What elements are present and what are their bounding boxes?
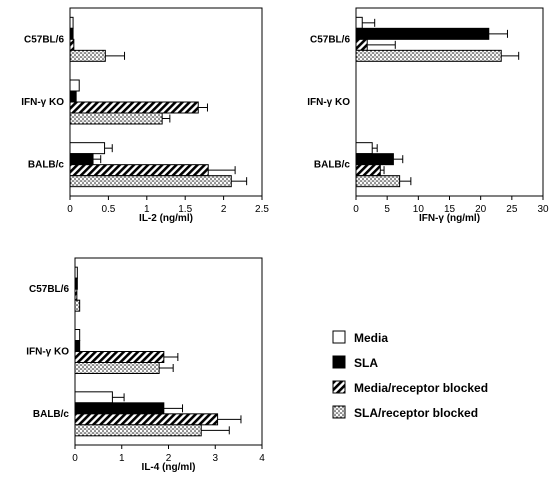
category-label: IFN-γ KO — [21, 97, 64, 108]
bar-media-blocked — [74, 351, 165, 363]
x-tick-label: 10 — [413, 204, 425, 215]
bar-sla — [74, 277, 78, 290]
x-tick-label: 30 — [537, 204, 549, 215]
x-tick-label: 0 — [353, 204, 359, 215]
bar-sla-blocked — [69, 49, 106, 62]
bar-media-blocked — [69, 164, 209, 177]
bar-sla — [69, 153, 94, 166]
legend-swatch — [332, 380, 346, 394]
x-tick-label: 2 — [221, 204, 227, 215]
x-tick-label: 2 — [166, 453, 172, 464]
legend-swatch — [332, 405, 346, 419]
bar-sla-blocked — [355, 175, 401, 188]
category-label: C57BL/6 — [310, 34, 350, 45]
bar-media — [69, 79, 80, 92]
chart-panel-1: 0 0.5 1 1.5 2 2.5 IL-2 (ng/ml) C57BL/6 IFN-γ KO B… — [21, 7, 269, 224]
x-axis-label: IL-4 (ng/ml) — [142, 462, 196, 473]
chart-panel-2: 0 5 10 15 20 25 30 IFN-γ (ng/ml) C57BL/6 IFN-γ KO… — [307, 7, 549, 224]
bar-media — [355, 142, 373, 155]
bar-sla — [69, 27, 74, 40]
x-tick-label: 15 — [444, 204, 456, 215]
bar-sla-blocked — [74, 362, 160, 374]
bar-sla — [74, 340, 81, 352]
bar-media-blocked — [74, 413, 219, 426]
legend-label: SLA/receptor blocked — [354, 406, 478, 420]
bar-sla — [355, 153, 394, 166]
bar-media — [74, 266, 78, 279]
x-axis-label: IL-2 (ng/ml) — [139, 213, 193, 224]
bar-sla — [74, 402, 165, 415]
x-tick-label: 20 — [475, 204, 487, 215]
x-tick-label: 0.5 — [101, 204, 115, 215]
chart-panel-3: 0 1 2 3 4 IL-4 (ng/ml) C57BL/6 IFN-γ KO BALB/c — [26, 257, 265, 473]
category-label: C57BL/6 — [29, 284, 69, 295]
x-tick-label: 25 — [506, 204, 518, 215]
bar-media — [69, 142, 106, 155]
category-label: IFN-γ KO — [26, 347, 69, 358]
bar-media-blocked — [74, 288, 78, 301]
legend-label: Media/receptor blocked — [354, 381, 488, 395]
bar-media-blocked — [355, 38, 368, 51]
bar-media — [69, 16, 74, 29]
bar-media-blocked — [355, 164, 381, 177]
category-label: BALB/c — [28, 160, 65, 171]
x-tick-label: 0 — [72, 453, 78, 464]
bar-sla-blocked — [69, 175, 232, 188]
bar-sla-blocked — [74, 299, 81, 312]
category-label: BALB/c — [314, 160, 351, 171]
bar-sla — [69, 90, 77, 103]
legend-swatch — [332, 330, 346, 344]
bar-media-blocked — [69, 38, 75, 51]
bar-sla — [355, 27, 490, 40]
x-tick-label: 5 — [384, 204, 390, 215]
x-tick-label: 1.5 — [178, 204, 192, 215]
category-label: BALB/c — [33, 409, 70, 420]
x-axis-label: IFN-γ (ng/ml) — [419, 213, 480, 224]
x-tick-label: 0 — [67, 204, 73, 215]
x-tick-label: 3 — [212, 453, 218, 464]
bar-media — [74, 329, 81, 341]
bar-media — [74, 391, 113, 404]
x-tick-label: 2.5 — [255, 204, 269, 215]
legend-label: Media — [354, 331, 388, 345]
bar-media — [355, 16, 363, 29]
category-label: C57BL/6 — [24, 34, 64, 45]
x-tick-label: 1 — [119, 453, 125, 464]
legend: Media SLA Media/receptor blocked SLA/recept… — [332, 330, 488, 420]
legend-swatch — [332, 355, 346, 369]
category-label: IFN-γ KO — [307, 97, 350, 108]
bar-media-blocked — [69, 101, 199, 114]
bar-sla-blocked — [69, 112, 163, 125]
x-tick-label: 1 — [144, 204, 150, 215]
x-tick-label: 4 — [259, 453, 265, 464]
bar-sla-blocked — [74, 424, 202, 437]
legend-label: SLA — [354, 356, 378, 370]
bar-sla-blocked — [355, 49, 502, 62]
